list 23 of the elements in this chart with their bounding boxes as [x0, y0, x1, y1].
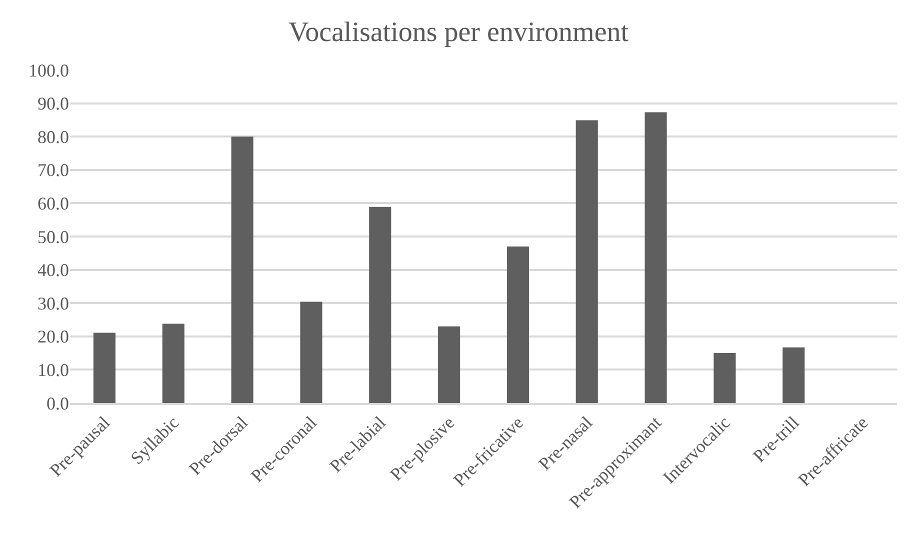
y-tick-label: 50.0 [38, 226, 69, 247]
bar [782, 347, 805, 403]
y-tick-label: 90.0 [38, 94, 69, 114]
bar [300, 302, 322, 403]
y-tick-label: 30.0 [38, 293, 69, 314]
bar [438, 326, 460, 403]
bar [714, 353, 736, 403]
y-tick-label: 0.0 [46, 393, 69, 414]
bar [93, 332, 116, 403]
y-tick-label: 10.0 [38, 360, 69, 380]
bar [644, 112, 667, 403]
y-tick-label: 80.0 [38, 126, 69, 147]
y-tick-label: 70.0 [38, 160, 69, 180]
y-tick-label: 40.0 [38, 260, 69, 280]
bar [576, 120, 598, 403]
bar [231, 136, 254, 403]
chart-title: Vocalisations per environment [288, 16, 629, 48]
y-tick-label: 20.0 [38, 326, 69, 347]
y-tick-label: 60.0 [38, 194, 69, 214]
y-tick-label: 100.0 [28, 60, 69, 80]
bar [369, 206, 392, 403]
bar [162, 324, 184, 403]
bar [506, 246, 529, 403]
